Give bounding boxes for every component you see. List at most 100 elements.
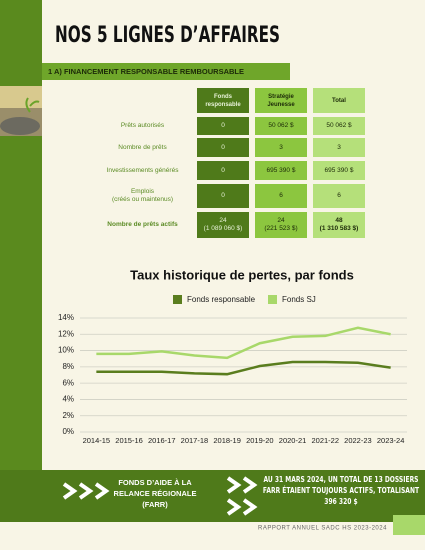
y-tick-label: 14% xyxy=(58,313,74,322)
chart: Taux historique de pertes, par fonds 0% 2%… xyxy=(58,267,407,445)
cell-line: 50 062 $ xyxy=(268,122,294,129)
table-cell: 24 (221 523 $) xyxy=(255,212,307,238)
cell-line: 695 390 $ xyxy=(324,166,354,174)
x-tick-label: 2019-20 xyxy=(246,436,274,445)
chevrons-left xyxy=(62,482,110,500)
cell-line: 50 062 $ xyxy=(326,122,352,129)
table-cell: 48 (1 310 583 $) xyxy=(313,212,365,238)
cell-line: (221 523 $) xyxy=(264,225,298,232)
legend-swatch xyxy=(173,295,182,304)
row-label: Prêts autorisés xyxy=(90,117,195,135)
chart-title: Taux historique de pertes, par fonds xyxy=(130,267,354,282)
legend-swatch xyxy=(268,295,277,304)
table-cell: 0 xyxy=(197,184,249,208)
label-line: Nombre de prêts actifs xyxy=(107,221,178,228)
x-tick-label: 2015-16 xyxy=(115,436,143,445)
x-tick-label: 2014-15 xyxy=(83,436,111,445)
column-header: Fonds responsable xyxy=(197,88,249,113)
banner-right: AU 31 MARS 2024, UN TOTAL DE 13 DOSSIERS xyxy=(263,476,418,485)
cell-line: 3 xyxy=(337,143,341,151)
header-line: Total xyxy=(332,97,346,104)
x-tick-label: 2017-18 xyxy=(181,436,209,445)
legend-label: Fonds responsable xyxy=(187,295,256,304)
cell-line: 0 xyxy=(221,166,225,174)
table-cell: 24 (1 089 060 $) xyxy=(197,212,249,238)
table-cell: 3 xyxy=(313,138,365,157)
table-cell: 0 xyxy=(197,138,249,157)
header-line: responsable xyxy=(205,101,241,108)
table-cell: 50 062 $ xyxy=(255,117,307,135)
row-label: Investissements générés xyxy=(90,161,195,180)
cell-line: 6 xyxy=(279,192,283,199)
side-band xyxy=(0,0,42,470)
y-tick-label: 10% xyxy=(58,346,74,355)
cell-line: 24 xyxy=(277,217,285,224)
label-line: Investissements générés xyxy=(106,166,179,174)
x-tick-label: 2023-24 xyxy=(377,436,405,445)
x-tick-label: 2022-23 xyxy=(344,436,372,445)
table-cell: 6 xyxy=(255,184,307,208)
cell-line: 3 xyxy=(279,143,283,151)
footer-block xyxy=(393,515,425,535)
table-cell: 3 xyxy=(255,138,307,157)
cell-line: 0 xyxy=(221,192,225,199)
page-title: NOS 5 LIGNES D’AFFAIRES xyxy=(55,23,280,48)
table-cell: 6 xyxy=(313,184,365,208)
label-line: Emplois xyxy=(130,188,155,195)
column-header: Stratégie Jeunesse xyxy=(255,88,307,113)
banner: FONDS D’AIDE À LA RELANCE RÉGIONALE (FARR)… xyxy=(114,476,420,509)
y-tick-label: 6% xyxy=(62,378,74,387)
header-line: Jeunesse xyxy=(267,101,295,108)
header-line: Fonds xyxy=(214,93,232,100)
x-tick-label: 2016-17 xyxy=(148,436,176,445)
table-cell: 695 390 $ xyxy=(313,161,365,180)
cell-line: (1 310 583 $) xyxy=(319,225,359,232)
label-line: (créés ou maintenus) xyxy=(111,196,174,203)
row-label: Nombre de prêts actifs xyxy=(90,212,195,238)
label-line: Nombre de prêts xyxy=(118,143,167,151)
legend-label: Fonds SJ xyxy=(282,295,316,304)
x-tick-label: 2018-19 xyxy=(213,436,241,445)
cell-line: 0 xyxy=(221,143,225,151)
banner-band xyxy=(0,470,425,522)
series-line xyxy=(96,326,391,360)
table-cell: 695 390 $ xyxy=(255,161,307,180)
table-cell: 0 xyxy=(197,117,249,135)
x-tick-label: 2021-22 xyxy=(311,436,339,445)
cell-line: 48 xyxy=(335,217,343,224)
footer-text: RAPPORT ANNUEL SADC HS 2023-2024 xyxy=(258,526,387,532)
photo-coins xyxy=(0,117,40,135)
banner-left: (FARR) xyxy=(142,500,168,509)
cell-line: (1 089 060 $) xyxy=(203,225,243,232)
photo-sky xyxy=(0,86,42,108)
banner-left: RELANCE RÉGIONALE xyxy=(114,489,197,498)
x-tick-label: 2020-21 xyxy=(279,436,307,445)
table-cell: 0 xyxy=(197,161,249,180)
y-tick-label: 12% xyxy=(58,329,74,338)
table-cell: 50 062 $ xyxy=(313,117,365,135)
y-tick-label: 2% xyxy=(62,411,74,420)
banner-right: 396 320 $ xyxy=(324,498,358,507)
y-tick-label: 0% xyxy=(62,427,74,436)
chevrons-right xyxy=(226,476,258,516)
row-label: Emplois (créés ou maintenus) xyxy=(90,184,195,208)
banner-right: FARR ÉTAIENT TOUJOURS ACTIFS, TOTALISANT xyxy=(263,485,419,495)
y-tick-label: 8% xyxy=(62,362,74,371)
column-header: Total xyxy=(313,88,365,113)
series-line xyxy=(96,360,391,376)
section-title: 1 A) FINANCEMENT RESPONSABLE REMBOURSABL… xyxy=(48,67,244,76)
photo-plant xyxy=(25,97,40,113)
header-line: Stratégie xyxy=(268,93,294,100)
cell-line: 6 xyxy=(337,192,341,199)
cell-line: 0 xyxy=(221,122,225,129)
cell-line: 695 390 $ xyxy=(266,166,296,174)
cell-line: 24 xyxy=(219,217,227,224)
label-line: Prêts autorisés xyxy=(120,122,165,129)
y-tick-label: 4% xyxy=(62,395,74,404)
section-bar xyxy=(42,63,290,80)
banner-left: FONDS D’AIDE À LA xyxy=(118,478,192,487)
row-label: Nombre de prêts xyxy=(90,138,195,157)
